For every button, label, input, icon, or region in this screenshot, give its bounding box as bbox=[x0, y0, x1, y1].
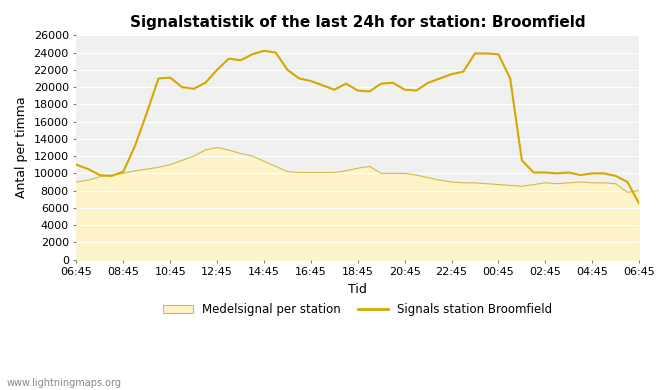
Title: Signalstatistik of the last 24h for station: Broomfield: Signalstatistik of the last 24h for stat… bbox=[130, 15, 586, 30]
X-axis label: Tid: Tid bbox=[348, 283, 367, 296]
Y-axis label: Antal per timma: Antal per timma bbox=[15, 97, 28, 198]
Text: www.lightningmaps.org: www.lightningmaps.org bbox=[7, 378, 122, 388]
Legend: Medelsignal per station, Signals station Broomfield: Medelsignal per station, Signals station… bbox=[158, 299, 557, 321]
